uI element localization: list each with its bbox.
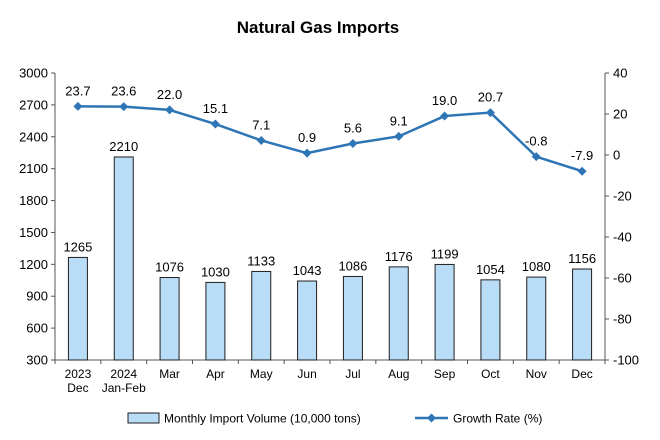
x-tick-label: Mar (159, 367, 180, 381)
bar-data-label: 1265 (63, 239, 92, 254)
line-data-label: 0.9 (298, 130, 316, 145)
line-point (577, 166, 587, 176)
y-left-tick-label: 2700 (19, 97, 48, 112)
bar (342, 275, 363, 361)
y-left-tick-label: 600 (26, 321, 48, 336)
line-data-label: 20.7 (478, 90, 503, 105)
bar-data-label: 1176 (385, 249, 413, 264)
x-tick-label: May (250, 367, 273, 381)
y-left-tick-label: 900 (26, 289, 48, 304)
bar (205, 281, 226, 361)
bar-data-label: 1054 (476, 262, 505, 277)
legend-bar-label: Monthly Import Volume (10,000 tons) (164, 412, 361, 426)
line-data-label: -0.8 (525, 134, 547, 149)
bar (572, 268, 593, 361)
line-point (440, 111, 450, 121)
y-right-tick-label: 40 (613, 66, 627, 81)
line-point (394, 131, 404, 141)
line-data-label: 19.0 (432, 93, 457, 108)
x-tick-label: Aug (388, 367, 409, 381)
line-point (119, 102, 129, 112)
y-left-tick-label: 1200 (19, 257, 48, 272)
line-point (531, 152, 541, 162)
bar-data-label: 1199 (431, 246, 459, 261)
bar-data-label: 1133 (247, 253, 275, 268)
bar (297, 280, 318, 361)
line-data-label: 23.7 (65, 83, 90, 98)
bar-data-label: 2210 (109, 139, 138, 154)
x-tick-label: Jul (345, 367, 360, 381)
legend-line-label: Growth Rate (%) (453, 412, 542, 426)
bar (67, 256, 88, 361)
y-right-tick-label: 0 (613, 148, 620, 163)
line-data-label: 22.0 (157, 87, 182, 102)
y-right-tick-label: 20 (613, 107, 627, 122)
bar (388, 266, 409, 361)
bar (526, 276, 547, 361)
y-right-tick-label: -20 (613, 189, 632, 204)
line-data-label: 7.1 (252, 117, 270, 132)
y-left-tick-label: 1500 (19, 225, 48, 240)
bar-data-label: 1076 (155, 260, 184, 275)
line-point (256, 135, 266, 145)
line-point (302, 148, 312, 158)
y-left-tick-label: 300 (26, 353, 48, 368)
line-data-label: 9.1 (390, 113, 408, 128)
y-left-tick-label: 2400 (19, 129, 48, 144)
x-tick-label: Apr (206, 367, 225, 381)
bar-data-label: 1043 (293, 263, 322, 278)
x-tick-label: Nov (526, 367, 547, 381)
legend: Monthly Import Volume (10,000 tons) Growt… (127, 412, 542, 426)
line-data-label: 23.6 (111, 84, 136, 99)
x-tick-label: 2024 Jan-Feb (102, 367, 146, 395)
bar (113, 156, 134, 361)
bar (251, 270, 272, 361)
line-data-label: 15.1 (203, 101, 228, 116)
y-left-tick-label: 3000 (19, 66, 48, 81)
bar-data-label: 1086 (338, 258, 367, 273)
x-tick-label: 2023 Dec (65, 367, 92, 395)
growth-line (77, 105, 583, 173)
bar (159, 277, 180, 361)
plot-area: 300 600 900 1200 1500 1800 2100 2400 2700 3000 -10… (19, 66, 639, 396)
legend-bar-swatch (127, 412, 160, 424)
line-point (485, 108, 495, 118)
line-point (165, 105, 175, 115)
x-tick-label: Dec (571, 367, 592, 381)
line-point (73, 101, 83, 111)
y-left-tick-label: 1800 (19, 193, 48, 208)
y-right-tick-label: -100 (613, 353, 639, 368)
bar-data-label: 1030 (201, 264, 230, 279)
bar-data-label: 1156 (568, 251, 596, 266)
line-data-label: -7.9 (571, 148, 593, 163)
line-point (348, 139, 358, 149)
chart-title: Natural Gas Imports (237, 18, 400, 37)
legend-line-marker (427, 413, 436, 423)
y-right-tick-label: -60 (613, 271, 632, 286)
line-point (210, 119, 220, 129)
bar (434, 263, 455, 361)
bar-data-label: 1080 (522, 259, 551, 274)
x-tick-label: Jun (297, 367, 316, 381)
x-tick-label: Sep (434, 367, 456, 381)
y-right-tick-label: -40 (613, 230, 632, 245)
bar (480, 279, 501, 361)
x-tick-label: Oct (481, 367, 500, 381)
y-right-tick-label: -80 (613, 312, 632, 327)
y-left-tick-label: 2100 (19, 161, 48, 176)
line-data-label: 5.6 (344, 121, 362, 136)
